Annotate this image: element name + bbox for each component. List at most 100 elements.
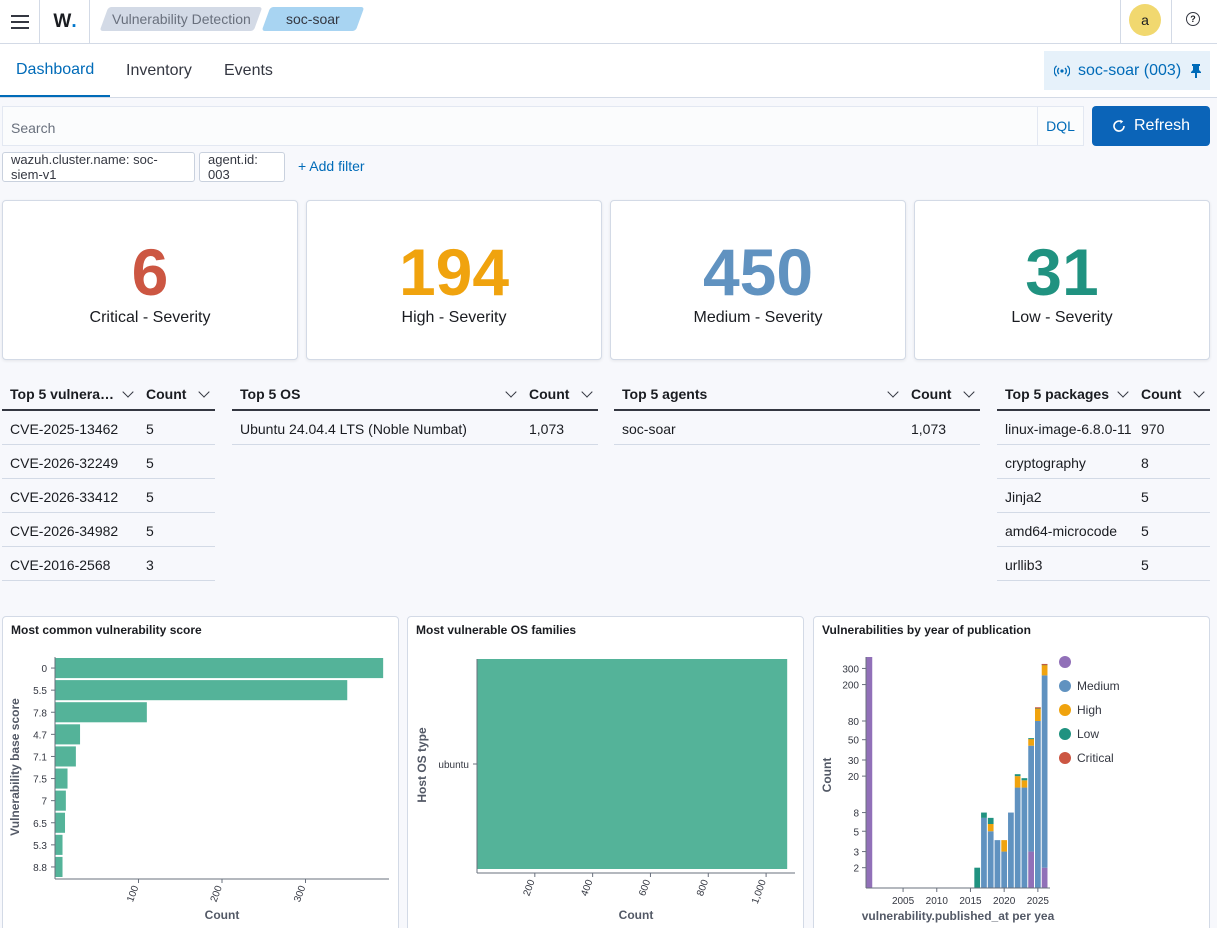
- table-row[interactable]: cryptography 8: [997, 445, 1210, 479]
- search-bar[interactable]: Search DQL: [2, 106, 1084, 146]
- table-cell: soc-soar: [622, 421, 676, 437]
- chevron-down-icon[interactable]: [198, 386, 210, 398]
- column-header-packages[interactable]: Top 5 packages: [1005, 386, 1110, 402]
- filter-pill-agent[interactable]: agent.id: 003: [199, 152, 285, 182]
- bar: [55, 812, 66, 833]
- table-row[interactable]: Jinja2 5: [997, 479, 1210, 513]
- metric-low: 31 Low - Severity: [914, 200, 1210, 360]
- table-row[interactable]: urllib3 5: [997, 547, 1210, 581]
- bar: [55, 856, 63, 877]
- chevron-down-icon[interactable]: [1117, 386, 1129, 398]
- x-tick-label: 100: [125, 884, 141, 904]
- bar-segment: [1028, 745, 1034, 852]
- add-filter-button[interactable]: + Add filter: [298, 158, 365, 174]
- bar-segment: [1021, 780, 1028, 788]
- x-tick-label: 200: [209, 884, 225, 904]
- bar-segment: [1034, 708, 1041, 721]
- x-tick-label: 2010: [926, 896, 949, 907]
- breadcrumb-soc-soar[interactable]: soc-soar: [261, 7, 365, 31]
- metric-label: High - Severity: [401, 309, 507, 326]
- chevron-down-icon[interactable]: [963, 386, 975, 398]
- bar-segment: [1021, 778, 1028, 781]
- chevron-down-icon[interactable]: [505, 386, 517, 398]
- chevron-down-icon[interactable]: [887, 386, 899, 398]
- table-cell: 5: [146, 455, 154, 471]
- filter-pill-cluster[interactable]: wazuh.cluster.name: soc-siem-v1: [2, 152, 195, 182]
- avatar[interactable]: a: [1129, 4, 1161, 36]
- column-header-count[interactable]: Count: [1141, 386, 1182, 402]
- bar: [55, 790, 66, 811]
- y-tick-label: 50: [848, 736, 860, 747]
- top-packages-table: Top 5 packages Count linux-image-6.8.0-1…: [997, 378, 1210, 581]
- pin-icon[interactable]: [1190, 63, 1202, 79]
- table-row[interactable]: Ubuntu 24.04.4 LTS (Noble Numbat) 1,073: [232, 411, 598, 445]
- bar-segment: [866, 657, 873, 888]
- tab-events[interactable]: Events: [224, 44, 273, 97]
- os-families-chart: ubuntu 200 400 600 800 1,000 Count Host OS type: [415, 659, 795, 922]
- refresh-button[interactable]: Refresh: [1092, 106, 1210, 146]
- tab-label: Events: [224, 61, 273, 79]
- table-cell: 5: [146, 489, 154, 505]
- legend-swatch: [1059, 656, 1071, 668]
- table-row[interactable]: CVE-2025-13462 5: [2, 411, 215, 445]
- selected-agent-button[interactable]: soc-soar (003): [1044, 51, 1210, 90]
- panel-title: Most vulnerable OS families: [416, 623, 577, 637]
- bar-segment: [987, 831, 994, 888]
- search-input[interactable]: Search: [11, 120, 56, 136]
- legend-swatch: [1059, 752, 1071, 764]
- table-cell: 5: [146, 421, 154, 437]
- bar-segment: [1014, 774, 1021, 777]
- dql-button[interactable]: DQL: [1037, 107, 1083, 145]
- tab-inventory[interactable]: Inventory: [126, 44, 192, 97]
- y-tick-label: 8.8: [33, 863, 47, 874]
- table-row[interactable]: linux-image-6.8.0-11 970: [997, 411, 1210, 445]
- y-tick-label: 0: [41, 664, 47, 675]
- table-header: Top 5 agents Count: [614, 378, 980, 411]
- table-row[interactable]: soc-soar 1,073: [614, 411, 980, 445]
- refresh-icon: [1113, 119, 1125, 132]
- panel-vulns-by-year: Vulnerabilities by year of publication 2…: [813, 616, 1210, 928]
- y-tick-label: 200: [842, 681, 859, 692]
- chevron-down-icon[interactable]: [1193, 386, 1205, 398]
- column-header-count[interactable]: Count: [529, 386, 570, 402]
- tab-dashboard[interactable]: Dashboard: [0, 44, 110, 97]
- y-tick-label: ubuntu: [438, 760, 469, 771]
- chevron-down-icon[interactable]: [122, 386, 134, 398]
- table-row[interactable]: CVE-2026-34982 5: [2, 513, 215, 547]
- table-row[interactable]: CVE-2026-32249 5: [2, 445, 215, 479]
- legend-swatch: [1059, 704, 1071, 716]
- y-axis-title: Count: [820, 758, 834, 793]
- breadcrumb-vulnerability-detection[interactable]: Vulnerability Detection: [99, 7, 263, 31]
- column-header-os[interactable]: Top 5 OS: [240, 386, 301, 402]
- app-logo[interactable]: W.: [41, 0, 90, 43]
- column-header-vulnerability[interactable]: Top 5 vulnera…: [10, 386, 114, 402]
- column-header-count[interactable]: Count: [911, 386, 952, 402]
- x-tick-label: 2025: [1027, 896, 1050, 907]
- table-row[interactable]: amd64-microcode 5: [997, 513, 1210, 547]
- panel-title: Vulnerabilities by year of publication: [822, 623, 1031, 637]
- x-tick-label: 200: [522, 878, 538, 898]
- panel-title: Most common vulnerability score: [11, 623, 202, 637]
- menu-button[interactable]: [0, 0, 40, 43]
- chevron-down-icon[interactable]: [581, 386, 593, 398]
- bar-segment: [1034, 720, 1041, 888]
- table-cell: 1,073: [529, 421, 565, 437]
- column-header-count[interactable]: Count: [146, 386, 187, 402]
- dql-label: DQL: [1046, 118, 1075, 134]
- table-header: Top 5 packages Count: [997, 378, 1210, 411]
- table-row[interactable]: CVE-2016-2568 3: [2, 547, 215, 581]
- bar-segment: [1014, 776, 1021, 788]
- y-tick-label: 2: [853, 864, 859, 875]
- table-row[interactable]: CVE-2026-33412 5: [2, 479, 215, 513]
- table-cell: 5: [1141, 489, 1149, 505]
- x-axis-title: Count: [619, 908, 654, 922]
- column-header-agents[interactable]: Top 5 agents: [622, 386, 708, 402]
- y-axis-title: Host OS type: [415, 727, 429, 803]
- bar-segment: [981, 817, 987, 888]
- y-tick-label: 6.5: [33, 819, 47, 830]
- bar-segment: [987, 817, 994, 825]
- bar: [55, 702, 147, 723]
- help-icon[interactable]: ?: [1186, 12, 1200, 26]
- agent-pill-label: soc-soar (003): [1078, 61, 1182, 79]
- metric-high: 194 High - Severity: [306, 200, 602, 360]
